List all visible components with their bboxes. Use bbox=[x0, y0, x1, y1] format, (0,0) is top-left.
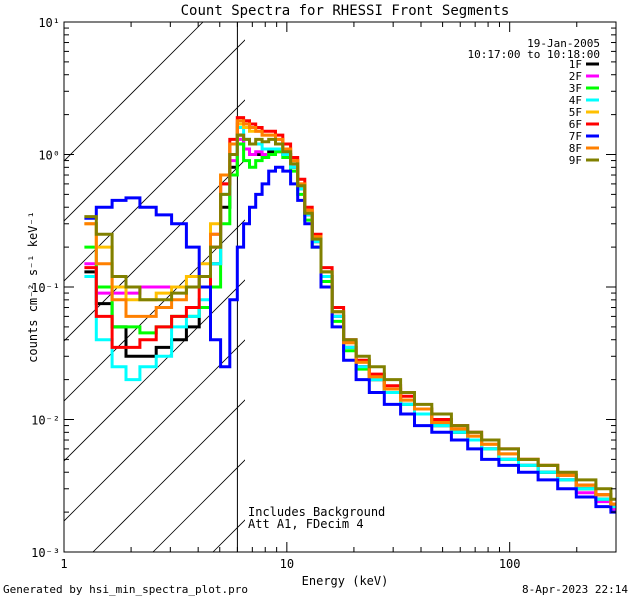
series-line-8F bbox=[84, 119, 616, 506]
x-axis-label: Energy (keV) bbox=[302, 574, 389, 588]
series-line-7F bbox=[84, 165, 616, 514]
series-group bbox=[84, 116, 616, 514]
x-tick-label: 1 bbox=[60, 557, 67, 571]
legend-label-9F: 9F bbox=[569, 154, 582, 167]
footer-generator: Generated by hsi_min_spectra_plot.pro bbox=[3, 583, 249, 596]
x-tick-label: 100 bbox=[499, 557, 521, 571]
y-tick-label: 10¹ bbox=[38, 16, 60, 30]
header-time-range: 10:17:00 to 10:18:00 bbox=[468, 48, 600, 61]
axis-ticks: 1 10 100 10⁻³ 10⁻² 10⁻¹ 10⁰ 10¹ bbox=[31, 16, 617, 571]
annotation-attenuator: Att A1, FDecim 4 bbox=[248, 517, 364, 531]
y-axis-label: counts cm⁻² s⁻¹ keV⁻¹ bbox=[26, 211, 40, 363]
footer-date: 8-Apr-2023 22:14 bbox=[522, 583, 628, 596]
series-line-6F bbox=[84, 116, 616, 506]
legend-label-2F: 2F bbox=[569, 70, 582, 83]
hatch-line bbox=[64, 279, 245, 462]
header-date: 19-Jan-2005 bbox=[527, 37, 600, 50]
legend-label-4F: 4F bbox=[569, 94, 582, 107]
series-line-1F bbox=[84, 133, 616, 509]
x-tick-label: 10 bbox=[280, 557, 294, 571]
legend-label-8F: 8F bbox=[569, 142, 582, 155]
series-line-3F bbox=[84, 142, 616, 509]
hatch-line bbox=[64, 159, 245, 342]
legend-label-6F: 6F bbox=[569, 118, 582, 131]
hatch-line bbox=[92, 399, 245, 552]
hatch-line bbox=[64, 339, 245, 522]
hatch-line bbox=[405, 0, 640, 600]
chart-title: Count Spectra for RHESSI Front Segments bbox=[181, 3, 510, 19]
legend-label-5F: 5F bbox=[569, 106, 582, 119]
hatch-line bbox=[64, 39, 245, 222]
legend-label-1F: 1F bbox=[569, 58, 582, 71]
legend-label-3F: 3F bbox=[569, 82, 582, 95]
y-tick-label: 10⁻² bbox=[31, 414, 60, 428]
series-line-4F bbox=[84, 126, 616, 509]
hatch-line bbox=[345, 0, 640, 600]
series-line-9F bbox=[84, 133, 616, 501]
legend-label-7F: 7F bbox=[569, 130, 582, 143]
y-tick-label: 10⁰ bbox=[38, 149, 60, 163]
y-tick-label: 10⁻³ bbox=[31, 546, 60, 560]
annotation-background: Includes Background bbox=[248, 505, 385, 519]
series-line-2F bbox=[84, 137, 616, 511]
hatch-line bbox=[152, 459, 245, 552]
y-tick-label: 10⁻¹ bbox=[31, 281, 60, 295]
hatch-line bbox=[64, 22, 204, 162]
